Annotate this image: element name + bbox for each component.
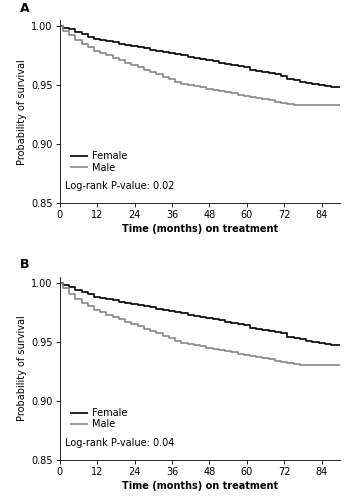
Female	[58, 280, 62, 285]
Male	[129, 60, 133, 66]
Female	[329, 84, 333, 90]
Male	[338, 362, 343, 368]
Male	[292, 102, 296, 108]
Female	[329, 341, 333, 347]
X-axis label: Time (months) on treatment: Time (months) on treatment	[122, 224, 278, 234]
Male	[338, 102, 343, 108]
Male	[123, 316, 127, 322]
Male	[58, 23, 62, 29]
Female	[292, 78, 296, 84]
Text: Log-rank P-value: 0.02: Log-rank P-value: 0.02	[65, 182, 175, 192]
Text: A: A	[20, 2, 30, 15]
Female	[58, 23, 62, 29]
Female	[92, 292, 96, 298]
Legend: Female, Male: Female, Male	[70, 408, 127, 430]
Line: Male: Male	[60, 282, 340, 366]
Female	[329, 83, 333, 89]
Female	[292, 335, 296, 341]
Female	[129, 300, 133, 306]
Line: Female: Female	[60, 26, 340, 88]
Male	[292, 361, 296, 367]
Male	[329, 362, 333, 368]
Male	[123, 57, 127, 63]
Male	[58, 280, 62, 285]
Female	[338, 84, 343, 90]
Line: Female: Female	[60, 282, 340, 346]
Female	[338, 342, 343, 348]
Male	[338, 362, 343, 368]
Female	[123, 298, 127, 304]
Female	[329, 342, 333, 348]
Female	[129, 42, 133, 48]
X-axis label: Time (months) on treatment: Time (months) on treatment	[122, 481, 278, 491]
Text: Log-rank P-value: 0.04: Log-rank P-value: 0.04	[65, 438, 175, 448]
Male	[92, 303, 96, 309]
Female	[338, 342, 343, 348]
Legend: Female, Male: Female, Male	[70, 152, 127, 173]
Line: Male: Male	[60, 26, 340, 105]
Male	[338, 102, 343, 108]
Male	[329, 102, 333, 108]
Male	[129, 318, 133, 324]
Y-axis label: Probability of survival: Probability of survival	[17, 316, 27, 421]
Male	[298, 362, 302, 368]
Text: B: B	[20, 258, 30, 271]
Male	[298, 102, 302, 108]
Female	[92, 34, 96, 40]
Female	[123, 40, 127, 46]
Y-axis label: Probability of survival: Probability of survival	[17, 59, 27, 164]
Female	[338, 84, 343, 90]
Male	[92, 44, 96, 50]
